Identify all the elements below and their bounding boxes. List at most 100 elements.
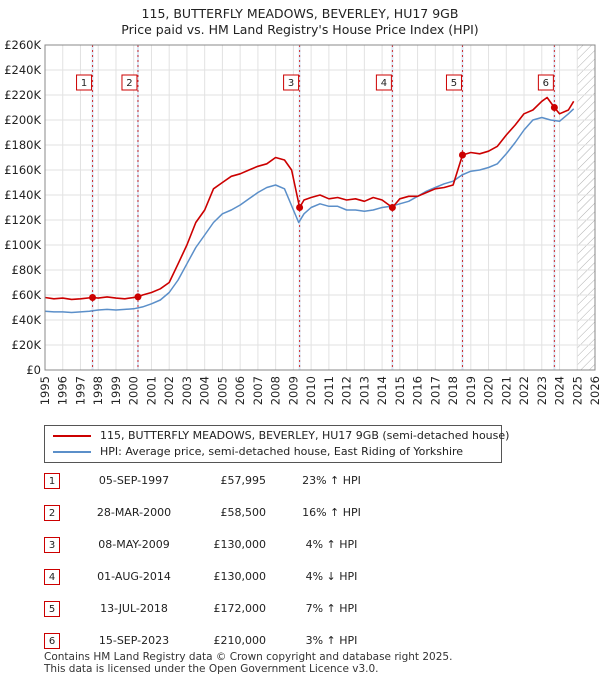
x-tick-label: 2010 — [304, 376, 318, 405]
x-tick-label: 2011 — [322, 376, 336, 405]
plot-frame — [44, 44, 596, 371]
sale-label: 4 — [381, 78, 387, 89]
x-tick-label: 2006 — [233, 376, 247, 405]
sale-date: 15-SEP-2023 — [98, 634, 170, 647]
sale-point — [296, 204, 304, 211]
x-tick-label: 2026 — [588, 376, 600, 405]
chart-legend: 115, BUTTERFLY MEADOWS, BEVERLEY, HU17 9… — [44, 425, 509, 463]
x-tick-label: 2008 — [269, 376, 283, 405]
y-tick-label: £260K — [4, 38, 41, 52]
sale-hpi-diff: 16% ↑ HPI — [302, 506, 361, 519]
sale-label-box — [445, 74, 462, 91]
y-tick-label: £100K — [4, 238, 41, 252]
hpi-line — [44, 108, 575, 314]
x-tick-label: 2012 — [340, 376, 354, 405]
sale-point — [458, 151, 466, 159]
x-tick-label: 2024 — [553, 376, 567, 405]
x-tick-label: 2016 — [411, 376, 425, 405]
table-row: 1 05-SEP-1997 £57,995 23% ↑ HPI — [44, 470, 524, 494]
sale-number-badge: 6 — [44, 633, 60, 649]
legend-swatch-hpi — [53, 451, 91, 453]
sale-label: 6 — [543, 78, 549, 89]
x-tick-label: 1999 — [109, 376, 123, 405]
sale-date: 01-AUG-2014 — [97, 570, 171, 583]
table-row: 2 28-MAR-2000 £58,500 16% ↑ HPI — [44, 502, 524, 526]
y-tick-label: £220K — [4, 88, 41, 102]
sale-point — [388, 204, 396, 211]
x-tick-label: 1997 — [73, 376, 87, 405]
sale-number-badge: 1 — [44, 473, 60, 489]
x-tick-label: 2014 — [375, 376, 389, 405]
x-tick-label: 2007 — [251, 376, 265, 405]
legend-label-property: 115, BUTTERFLY MEADOWS, BEVERLEY, HU17 9… — [100, 429, 510, 442]
x-tick-label: 2009 — [286, 376, 300, 405]
sale-label: 5 — [451, 78, 457, 89]
future-hatch — [577, 45, 595, 370]
sale-band — [461, 45, 464, 370]
sale-point — [550, 104, 558, 111]
legend-label-hpi: HPI: Average price, semi-detached house,… — [100, 445, 464, 458]
x-tick-label: 2019 — [464, 376, 478, 405]
sale-hpi-diff: 23% ↑ HPI — [302, 474, 361, 487]
sale-point — [134, 293, 142, 301]
sale-date: 28-MAR-2000 — [96, 506, 172, 519]
x-tick-label: 2021 — [499, 376, 513, 405]
footer-copyright: Contains HM Land Registry data © Crown c… — [44, 651, 453, 663]
x-tick-label: 2004 — [198, 376, 212, 405]
x-tick-label: 1998 — [91, 376, 105, 405]
sale-price: £172,000 — [213, 602, 267, 615]
x-tick-label: 2000 — [127, 376, 141, 405]
sale-date: 05-SEP-1997 — [98, 474, 170, 487]
footer: Contains HM Land Registry data © Crown c… — [44, 651, 452, 675]
sale-number-badge: 3 — [44, 537, 60, 553]
sale-hpi-diff: 4% ↑ HPI — [305, 538, 358, 551]
sale-price: £58,500 — [220, 506, 267, 519]
x-tick-label: 2017 — [428, 376, 442, 405]
legend-swatch-property — [53, 435, 91, 437]
sale-date: 13-JUL-2018 — [100, 602, 168, 615]
sale-label-box — [283, 74, 300, 91]
table-row: 5 13-JUL-2018 £172,000 7% ↑ HPI — [44, 598, 524, 622]
sale-hpi-diff: 7% ↑ HPI — [305, 602, 358, 615]
y-tick-label: £160K — [4, 163, 41, 177]
sale-band — [553, 45, 556, 370]
sale-price: £210,000 — [213, 634, 267, 647]
table-row: 4 01-AUG-2014 £130,000 4% ↓ HPI — [44, 566, 524, 590]
table-row: 3 08-MAY-2009 £130,000 4% ↑ HPI — [44, 534, 524, 558]
sale-label: 2 — [126, 78, 132, 89]
sale-label-box — [375, 74, 392, 91]
x-tick-label: 2023 — [535, 376, 549, 405]
sale-band — [91, 45, 94, 370]
sale-price: £130,000 — [213, 538, 267, 551]
sale-band — [136, 45, 139, 370]
sale-hpi-diff: 3% ↑ HPI — [305, 634, 358, 647]
y-tick-label: £0 — [26, 363, 41, 377]
plot-area — [45, 45, 595, 370]
sale-number-badge: 5 — [44, 601, 60, 617]
y-tick-label: £200K — [4, 113, 41, 127]
y-tick-label: £40K — [12, 313, 42, 327]
price-chart: 1 2 3 4 5 6 £0 £20K £40K £60K £80K £100K £120K £140K £… — [4, 38, 600, 405]
x-tick-label: 1995 — [38, 376, 52, 405]
sale-point — [89, 294, 97, 302]
y-tick-label: £140K — [4, 188, 41, 202]
sale-price: £130,000 — [213, 570, 267, 583]
sale-label: 3 — [288, 78, 294, 89]
x-tick-label: 2005 — [215, 376, 229, 405]
sale-label-box — [76, 74, 93, 91]
sale-price: £57,995 — [220, 474, 267, 487]
x-tick-label: 2018 — [446, 376, 460, 405]
y-tick-label: £120K — [4, 213, 41, 227]
x-tick-label: 2002 — [162, 376, 176, 405]
sale-label-box — [121, 74, 138, 91]
footer-licence: This data is licensed under the Open Gov… — [44, 663, 379, 675]
y-tick-label: £240K — [4, 63, 41, 77]
x-tick-label: 2022 — [517, 376, 531, 405]
x-tick-label: 2020 — [482, 376, 496, 405]
sale-number-badge: 4 — [44, 569, 60, 585]
sale-date: 08-MAY-2009 — [98, 538, 170, 551]
sale-label: 1 — [81, 78, 87, 89]
x-tick-label: 2025 — [570, 376, 584, 405]
sale-hpi-diff: 4% ↓ HPI — [305, 570, 358, 583]
sale-label-box — [537, 74, 554, 91]
